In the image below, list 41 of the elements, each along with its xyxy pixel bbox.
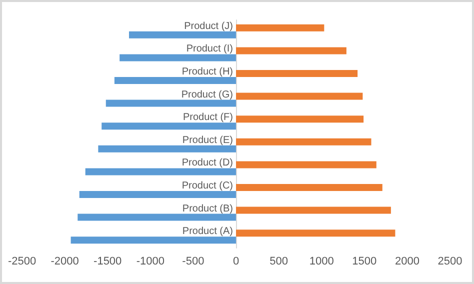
bar (98, 145, 236, 152)
y-tick-label: Product (C) (182, 180, 233, 192)
y-tick-label: Product (E) (182, 134, 233, 146)
x-tick-label: 2000 (394, 256, 420, 268)
x-tick-label: 500 (270, 256, 288, 268)
bar (236, 184, 382, 191)
y-tick-label: Product (G) (181, 89, 233, 100)
y-tick-label: Product (A) (182, 226, 233, 238)
bar (236, 138, 372, 146)
bar (85, 168, 236, 176)
bar (106, 100, 236, 107)
bar (236, 70, 358, 77)
x-tick-label: -500 (182, 256, 204, 268)
y-tick-label: Product (F) (182, 112, 233, 124)
bar (236, 116, 364, 123)
x-tick-label: 1000 (309, 256, 334, 268)
bar (120, 54, 236, 62)
y-tick-label: Product (H) (182, 66, 233, 78)
y-tick-label: Product (I) (186, 44, 233, 55)
bar (114, 77, 236, 84)
x-tick-label: -1000 (136, 256, 164, 268)
bar (129, 31, 236, 38)
bar (79, 191, 236, 198)
y-tick-label: Product (J) (184, 20, 233, 32)
bar (102, 122, 236, 130)
bar (236, 92, 363, 100)
bar (78, 214, 236, 221)
bar (236, 230, 396, 237)
x-tick-label: 1500 (352, 256, 377, 268)
x-tick-label: -2000 (50, 256, 79, 268)
bar (236, 161, 376, 168)
bar (236, 206, 391, 214)
y-tick-label: Product (D) (182, 158, 233, 169)
bar (236, 47, 346, 54)
x-tick-label: -2500 (8, 256, 36, 268)
bar (236, 24, 324, 32)
y-tick-label: Product (B) (182, 203, 233, 214)
x-tick-label: -1500 (94, 256, 122, 268)
x-tick-label: 2500 (438, 256, 462, 268)
bar (70, 236, 236, 244)
x-tick-label: 0 (232, 256, 240, 268)
